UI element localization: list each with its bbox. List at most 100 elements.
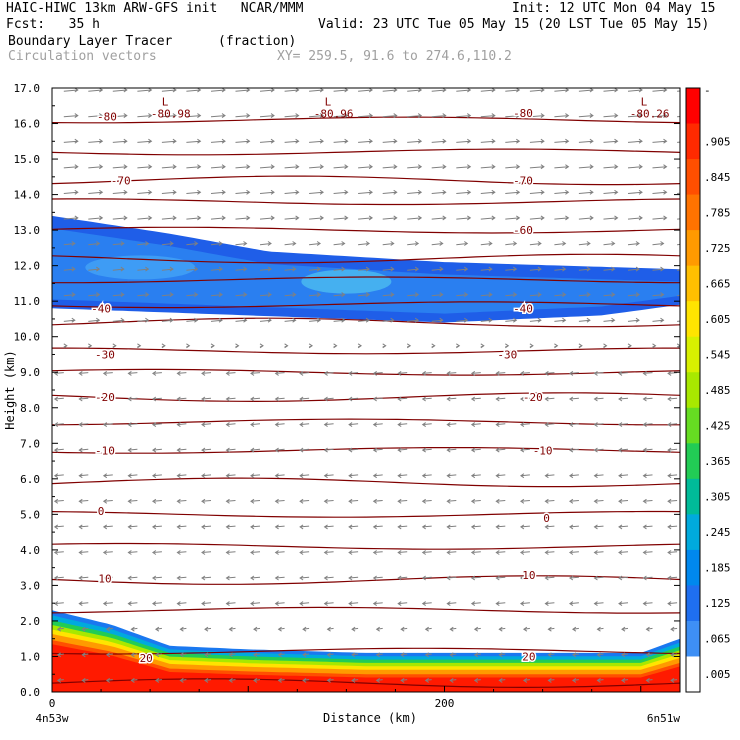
wind-vector	[667, 575, 678, 581]
wind-vector	[259, 138, 275, 144]
wind-vector	[299, 550, 310, 555]
wind-vector	[407, 164, 423, 170]
wind-vector	[333, 241, 346, 246]
y-tick-label: 14.0	[14, 189, 41, 202]
wind-vector	[127, 422, 138, 428]
wind-vector	[277, 677, 285, 683]
wind-vector	[81, 677, 89, 683]
wind-vector	[151, 524, 162, 530]
wind-vector	[578, 343, 583, 349]
wind-vector	[112, 113, 128, 119]
wind-vector	[519, 370, 530, 376]
wind-vector	[544, 550, 555, 555]
wind-vector	[309, 241, 322, 246]
wind-vector	[652, 317, 665, 323]
wind-vector	[151, 370, 162, 376]
wind-vector	[259, 164, 275, 170]
wind-vector	[333, 164, 349, 170]
wind-vector	[309, 164, 325, 170]
wind-vector	[407, 317, 420, 323]
wind-vector	[578, 215, 594, 221]
wind-vector	[495, 524, 506, 530]
wind-vector	[176, 498, 187, 504]
wind-vector	[323, 498, 334, 504]
wind-vector	[210, 317, 223, 323]
wind-vector	[470, 498, 481, 504]
wind-vector	[333, 88, 349, 93]
wind-vector	[259, 215, 275, 221]
wind-vector	[137, 164, 153, 170]
wind-vector	[627, 88, 643, 93]
wind-vector	[431, 88, 447, 93]
wind-vector	[78, 575, 89, 581]
colorbar-label: .425	[704, 420, 731, 433]
wind-vector	[473, 626, 481, 632]
colorbar-label: .785	[704, 206, 731, 219]
wind-vector	[627, 138, 643, 144]
wind-vector	[250, 524, 261, 530]
isotherm-line	[52, 226, 680, 234]
wind-vector	[618, 575, 629, 581]
wind-vector	[627, 317, 640, 323]
wind-vector	[446, 524, 457, 530]
wind-vector	[446, 601, 457, 607]
wind-vector	[618, 422, 629, 428]
wind-vector	[470, 370, 481, 376]
wind-vector	[210, 292, 223, 298]
wind-vector	[446, 396, 457, 402]
wind-vector	[253, 677, 261, 683]
wind-vector	[176, 473, 187, 479]
wind-vector	[544, 396, 555, 402]
wind-vector	[529, 138, 545, 144]
wind-vector	[431, 266, 444, 272]
wind-vector	[102, 550, 113, 555]
wind-vector	[127, 524, 138, 530]
wind-vector	[480, 343, 485, 349]
wind-vector	[299, 447, 310, 453]
wind-vector	[228, 652, 236, 658]
wind-vector	[652, 266, 665, 272]
wind-vector	[554, 215, 570, 221]
wind-vector	[137, 113, 153, 119]
wind-vector	[677, 167, 680, 169]
wind-vector	[78, 422, 89, 428]
wind-vector	[421, 575, 432, 581]
wind-vector	[456, 113, 472, 119]
wind-vector	[677, 90, 680, 92]
wind-vector	[554, 189, 570, 195]
wind-vector	[431, 189, 447, 195]
wind-vector	[375, 626, 383, 632]
wind-vector	[603, 266, 616, 272]
wind-vector	[372, 550, 383, 555]
wind-vector	[210, 215, 226, 221]
wind-vector	[88, 292, 101, 298]
wind-vector	[568, 396, 579, 402]
wind-vector	[505, 113, 521, 119]
wind-vector	[593, 550, 604, 555]
wind-vector	[348, 601, 359, 607]
colorbar-swatch	[686, 407, 700, 444]
wind-vector	[642, 601, 653, 607]
wind-vector	[544, 524, 555, 530]
colorbar-label: .845	[704, 171, 731, 184]
wind-vector	[161, 88, 177, 93]
wind-vector	[53, 550, 64, 555]
y-tick-label: 2.0	[20, 615, 40, 628]
isotherm-line	[52, 542, 680, 550]
wind-vector	[78, 370, 89, 376]
wind-vector	[284, 164, 300, 170]
wind-vector	[235, 164, 251, 170]
wind-vector	[480, 292, 493, 298]
wind-vector	[547, 677, 555, 683]
wind-vector	[225, 575, 236, 581]
isotherm-label: -70	[111, 174, 131, 187]
wind-vector	[323, 601, 334, 607]
wind-vector	[161, 266, 174, 272]
wind-vector	[235, 292, 248, 298]
wind-vector	[382, 292, 395, 298]
wind-vector	[326, 652, 334, 658]
wind-vector	[505, 292, 518, 298]
wind-vector	[470, 550, 481, 555]
wind-vector	[593, 473, 604, 479]
wind-vector	[225, 550, 236, 555]
